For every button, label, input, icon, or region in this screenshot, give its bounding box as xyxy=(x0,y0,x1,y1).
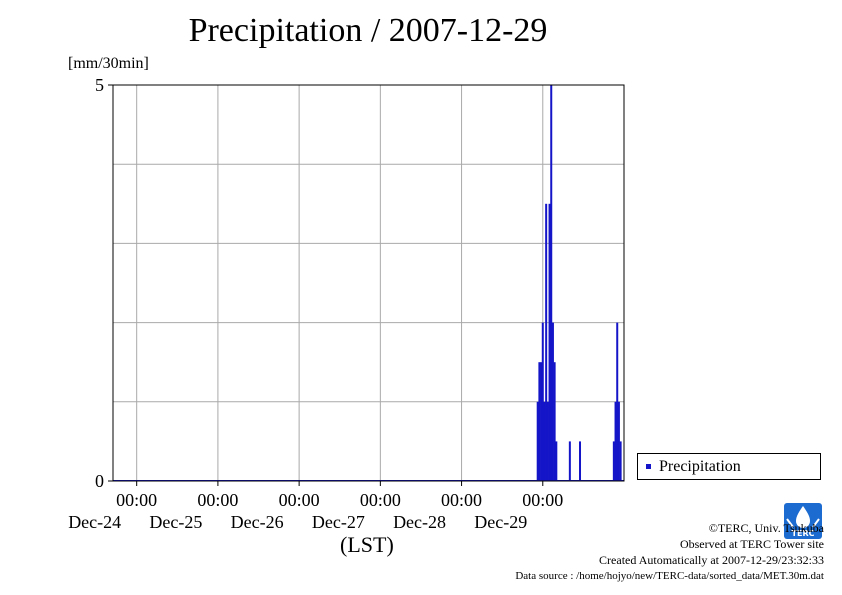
precipitation-bar xyxy=(568,441,571,481)
precipitation-bar xyxy=(545,203,548,482)
logo-text: TERC xyxy=(792,529,815,538)
bar-layer xyxy=(113,85,624,482)
legend: Precipitation xyxy=(637,453,821,480)
observed-text: Observed at TERC Tower site xyxy=(679,537,824,551)
x-tick-time-label: 00:00 xyxy=(360,490,401,510)
x-tick-time-label: 00:00 xyxy=(116,490,157,510)
copyright-text: ©TERC, Univ. Tsukuba xyxy=(708,521,824,535)
tick-layer: 0500:00Dec-2400:00Dec-2500:00Dec-2600:00… xyxy=(68,75,563,532)
x-tick-time-label: 00:00 xyxy=(441,490,482,510)
precipitation-bar xyxy=(540,362,543,481)
precipitation-bar xyxy=(619,441,622,481)
x-tick-time-label: 00:00 xyxy=(279,490,320,510)
data-source-text: Data source : /home/hojyo/new/TERC-data/… xyxy=(515,570,824,582)
precipitation-bar xyxy=(536,401,539,481)
water-drop-icon xyxy=(796,506,810,528)
precipitation-bar xyxy=(541,322,544,481)
precipitation-bar xyxy=(555,441,558,481)
precipitation-bar xyxy=(553,362,556,481)
legend-label: Precipitation xyxy=(659,457,741,475)
y-tick-label: 5 xyxy=(95,75,104,95)
precipitation-bar xyxy=(546,401,549,481)
y-tick-label: 0 xyxy=(95,471,104,491)
precipitation-bar xyxy=(548,203,551,482)
y-axis-unit-label: [mm/30min] xyxy=(68,55,149,72)
created-text: Created Automatically at 2007-12-29/23:3… xyxy=(599,553,824,567)
plot-frame xyxy=(112,84,625,482)
terc-logo: TERC xyxy=(784,503,822,539)
wave-icon xyxy=(786,518,820,528)
precipitation-bar xyxy=(617,401,620,481)
precipitation-bar xyxy=(550,85,553,481)
precipitation-bar xyxy=(538,362,541,481)
precipitation-bar xyxy=(614,401,617,481)
x-tick-day-label: Dec-24 xyxy=(68,512,121,532)
x-tick-day-label: Dec-27 xyxy=(312,512,365,532)
legend-swatch xyxy=(646,464,651,469)
x-tick-day-label: Dec-29 xyxy=(474,512,527,532)
precipitation-bar xyxy=(579,441,582,481)
x-tick-time-label: 00:00 xyxy=(522,490,563,510)
x-tick-time-label: 00:00 xyxy=(197,490,238,510)
precipitation-bar xyxy=(616,322,619,481)
chart-title: Precipitation / 2007-12-29 xyxy=(188,12,548,49)
x-tick-day-label: Dec-25 xyxy=(149,512,202,532)
precipitation-bar xyxy=(551,322,554,481)
precipitation-bar xyxy=(612,441,615,481)
x-axis-label: (LST) xyxy=(340,532,394,557)
x-tick-day-label: Dec-28 xyxy=(393,512,446,532)
x-tick-day-label: Dec-26 xyxy=(231,512,284,532)
credits-block: ©TERC, Univ. Tsukuba Observed at TERC To… xyxy=(515,520,824,584)
precipitation-bar xyxy=(543,401,546,481)
